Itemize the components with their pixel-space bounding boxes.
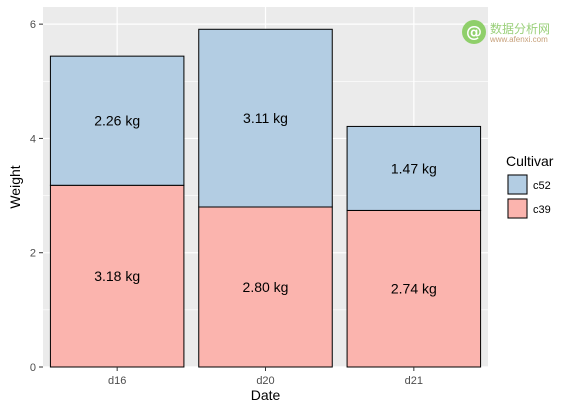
data-label: 2.80 kg (243, 279, 289, 295)
legend-swatch-c39 (507, 198, 528, 219)
y-tick-label: 2 (30, 248, 36, 260)
data-label: 3.11 kg (243, 110, 288, 126)
bar-c52-d20 (198, 28, 333, 208)
bar-c39-d21 (346, 209, 482, 368)
legend-label-c39: c39 (533, 204, 551, 216)
data-label: 3.18 kg (94, 268, 140, 284)
y-axis-title: Weight (7, 165, 23, 208)
y-tick-label: 4 (30, 133, 36, 145)
data-label: 1.47 kg (391, 160, 437, 176)
x-axis-title: Date (251, 387, 281, 403)
legend-label-c52: c52 (533, 180, 551, 192)
watermark: @ 数据分析网 www.afenxi.com (462, 18, 574, 48)
data-label: 2.74 kg (391, 281, 437, 297)
bars (49, 28, 482, 368)
watermark-logo-icon: @ (462, 20, 486, 44)
axes: 0 2 4 6 d16 d20 d21 (30, 19, 423, 387)
bar-c52-d21 (346, 125, 482, 211)
x-tick-label: d16 (108, 375, 126, 387)
y-tick-label: 0 (30, 362, 36, 374)
x-tick-label: d20 (256, 375, 274, 387)
x-tick-label: d21 (405, 375, 423, 387)
data-label: 2.26 kg (94, 113, 140, 129)
legend-title: Cultivar (506, 153, 554, 169)
bar-c39-d20 (198, 206, 333, 368)
watermark-name: 数据分析网 (490, 22, 551, 36)
legend-swatch-c52 (507, 174, 528, 195)
watermark-url: www.afenxi.com (490, 35, 548, 44)
legend: Cultivar c52 c39 (506, 153, 554, 219)
bar-c52-d16 (49, 55, 185, 186)
bar-c39-d16 (49, 184, 185, 368)
y-tick-label: 6 (30, 19, 36, 31)
data-labels: 3.18 kg 2.26 kg 2.80 kg 3.11 kg 2.74 kg 1.47 … (94, 110, 437, 297)
